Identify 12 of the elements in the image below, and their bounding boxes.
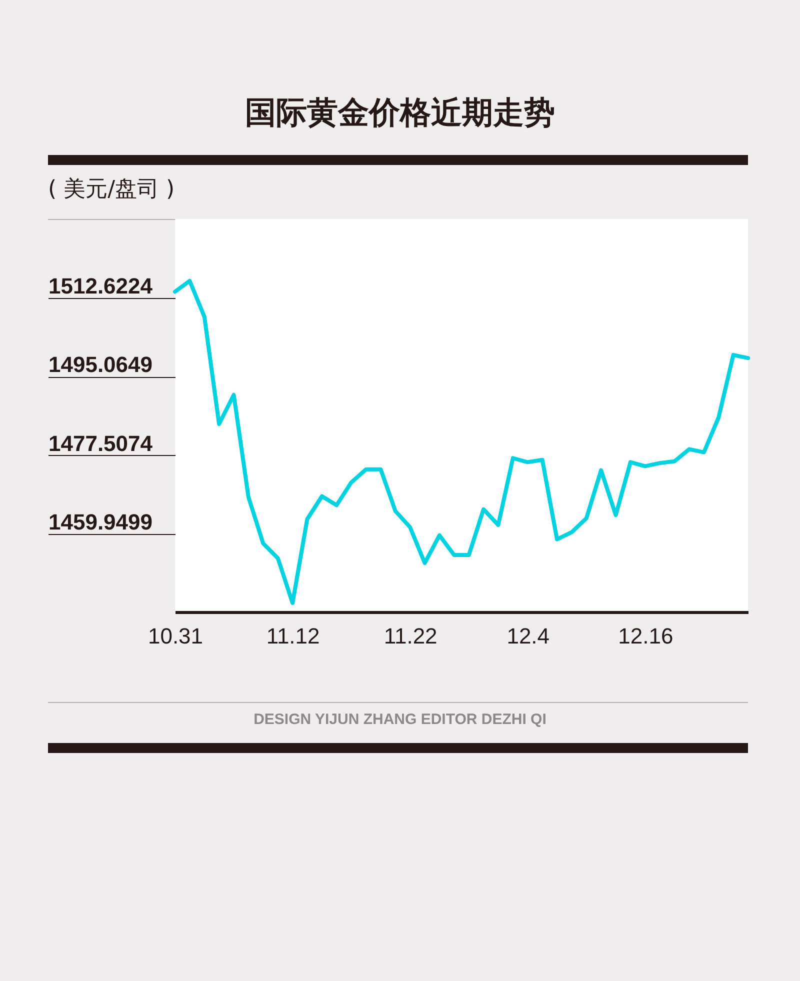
y-tick-label: 1495.0649 [48,352,152,378]
x-tick-label: 11.22 [384,624,438,648]
y-tick-label: 1477.5074 [48,430,154,456]
x-tick-label: 12.4 [506,624,550,648]
x-tick-label: 10.31 [148,624,204,648]
y-tick-label: 1459.9499 [48,510,152,535]
chart-title: 国际黄金价格近期走势 [244,94,556,133]
x-tick-label: 12.16 [618,624,674,648]
y-tick-label: 1512.6224 [48,273,154,298]
text: DESIGN YIJUN ZHANG EDITOR DEZHI QI [252,711,548,728]
x-tick-label: 11.12 [266,624,320,648]
y-axis-title: ( 美元/盘司 ) [48,176,175,204]
